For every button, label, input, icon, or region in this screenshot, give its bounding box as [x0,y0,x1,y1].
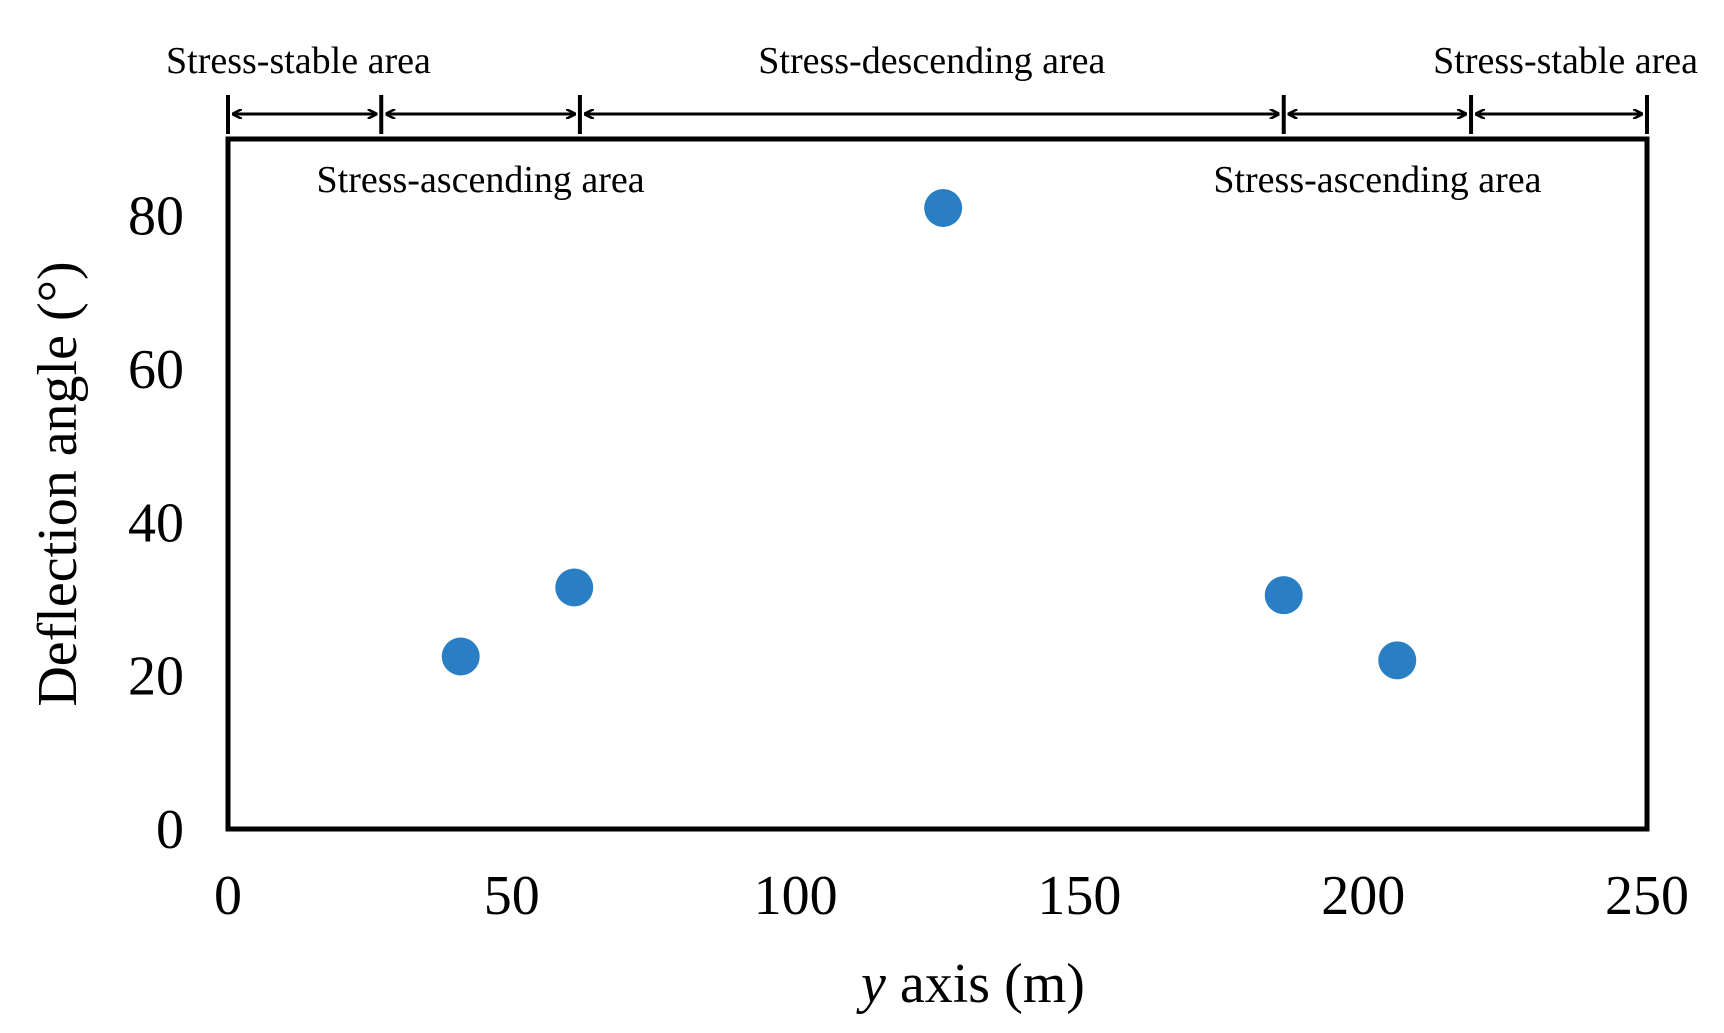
region-label: Stress-stable area [166,40,431,82]
data-point [555,568,594,607]
data-point [441,637,480,676]
region-label: Stress-ascending area [317,159,645,201]
region-label: Stress-descending area [758,40,1105,82]
y-axis-ticks: 0 20 40 60 80 [128,186,184,861]
x-axis-title: y axis (m) [856,953,1085,1015]
x-axis-title-rest: axis (m) [886,953,1085,1015]
x-axis-ticks: 0 50 100 150 200 250 [214,865,1689,927]
x-tick-label: 150 [1037,865,1121,927]
data-points [441,189,1417,680]
x-tick-label: 100 [754,865,838,927]
data-point [924,189,963,227]
x-axis-variable: y [856,953,886,1015]
x-tick-label: 200 [1321,865,1405,927]
region-label: Stress-stable area [1433,40,1698,82]
data-point [1378,641,1417,680]
data-point [1264,576,1303,615]
y-tick-label: 40 [128,492,184,554]
x-tick-label: 50 [484,865,540,927]
y-tick-label: 0 [156,799,184,861]
region-annotations: Stress-stable area Stress-ascending area S… [166,40,1698,201]
plot-area-frame [225,136,1650,832]
y-tick-label: 80 [128,186,184,248]
x-tick-label: 250 [1605,865,1689,927]
y-tick-label: 20 [128,646,184,708]
y-axis-title: Deflection angle (°) [27,261,89,706]
region-label: Stress-ascending area [1213,159,1541,201]
x-tick-label: 0 [214,865,242,927]
y-tick-label: 60 [128,339,184,401]
